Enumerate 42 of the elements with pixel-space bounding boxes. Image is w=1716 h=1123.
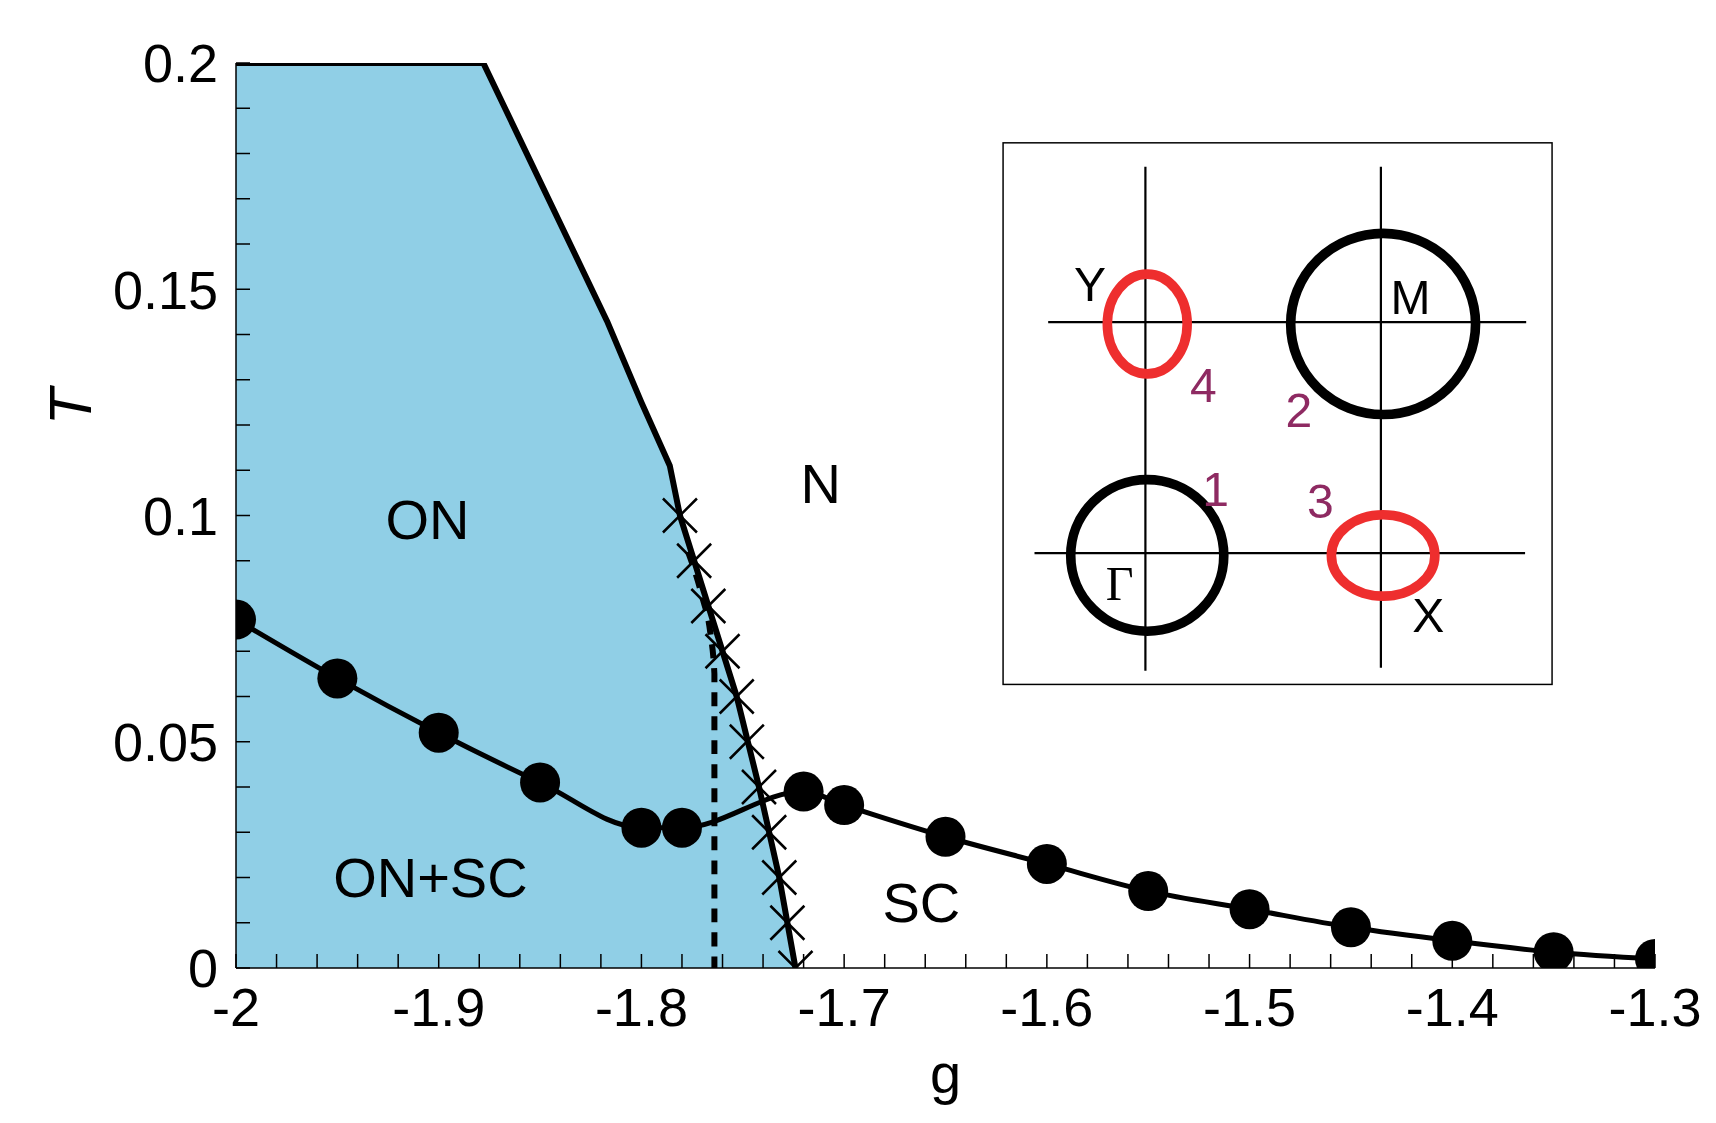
annotation: 1: [1202, 463, 1229, 517]
x-axis-title: g: [929, 1042, 962, 1105]
x-tick-label: -1.6: [1000, 977, 1094, 1037]
point: [675, 542, 713, 579]
annotation: Γ: [1105, 556, 1134, 610]
annotation: 2: [1285, 383, 1313, 437]
point: [824, 785, 865, 826]
point: [704, 633, 741, 670]
x-tick-label: -1.7: [797, 977, 891, 1037]
point: [1229, 889, 1270, 930]
point: [661, 807, 702, 848]
point: [1330, 907, 1371, 948]
point: [728, 723, 766, 760]
y-tick-label: 0.05: [112, 712, 218, 773]
point: [621, 807, 662, 848]
point: [520, 762, 561, 803]
x-tick-label: -1.8: [594, 977, 688, 1037]
annotation: 3: [1306, 474, 1334, 528]
point: [925, 816, 966, 857]
annotation: X: [1412, 588, 1445, 642]
y-tick-label: 0.15: [112, 259, 218, 320]
annotation: ON: [385, 488, 470, 552]
x-tick-label: -1.9: [392, 977, 486, 1037]
annotation: 4: [1190, 359, 1217, 413]
annotation: ON+SC: [333, 845, 528, 909]
annotation: N: [800, 451, 841, 515]
point: [783, 771, 824, 812]
point: [1128, 871, 1169, 912]
point: [769, 904, 806, 941]
x-tick-label: -1.5: [1203, 977, 1297, 1037]
annotation: M: [1390, 271, 1431, 325]
point: [418, 712, 459, 753]
y-tick-label: 0.1: [142, 485, 218, 546]
x-tick-label: -1.3: [1608, 977, 1702, 1037]
point: [1026, 843, 1067, 884]
point: [317, 658, 358, 699]
annotation: Y: [1073, 258, 1106, 312]
point: [750, 814, 788, 851]
point: [1432, 920, 1473, 961]
annotation: SC: [882, 870, 961, 934]
y-tick-label: 0.2: [142, 33, 218, 94]
x-tick-label: -1.4: [1405, 977, 1499, 1037]
